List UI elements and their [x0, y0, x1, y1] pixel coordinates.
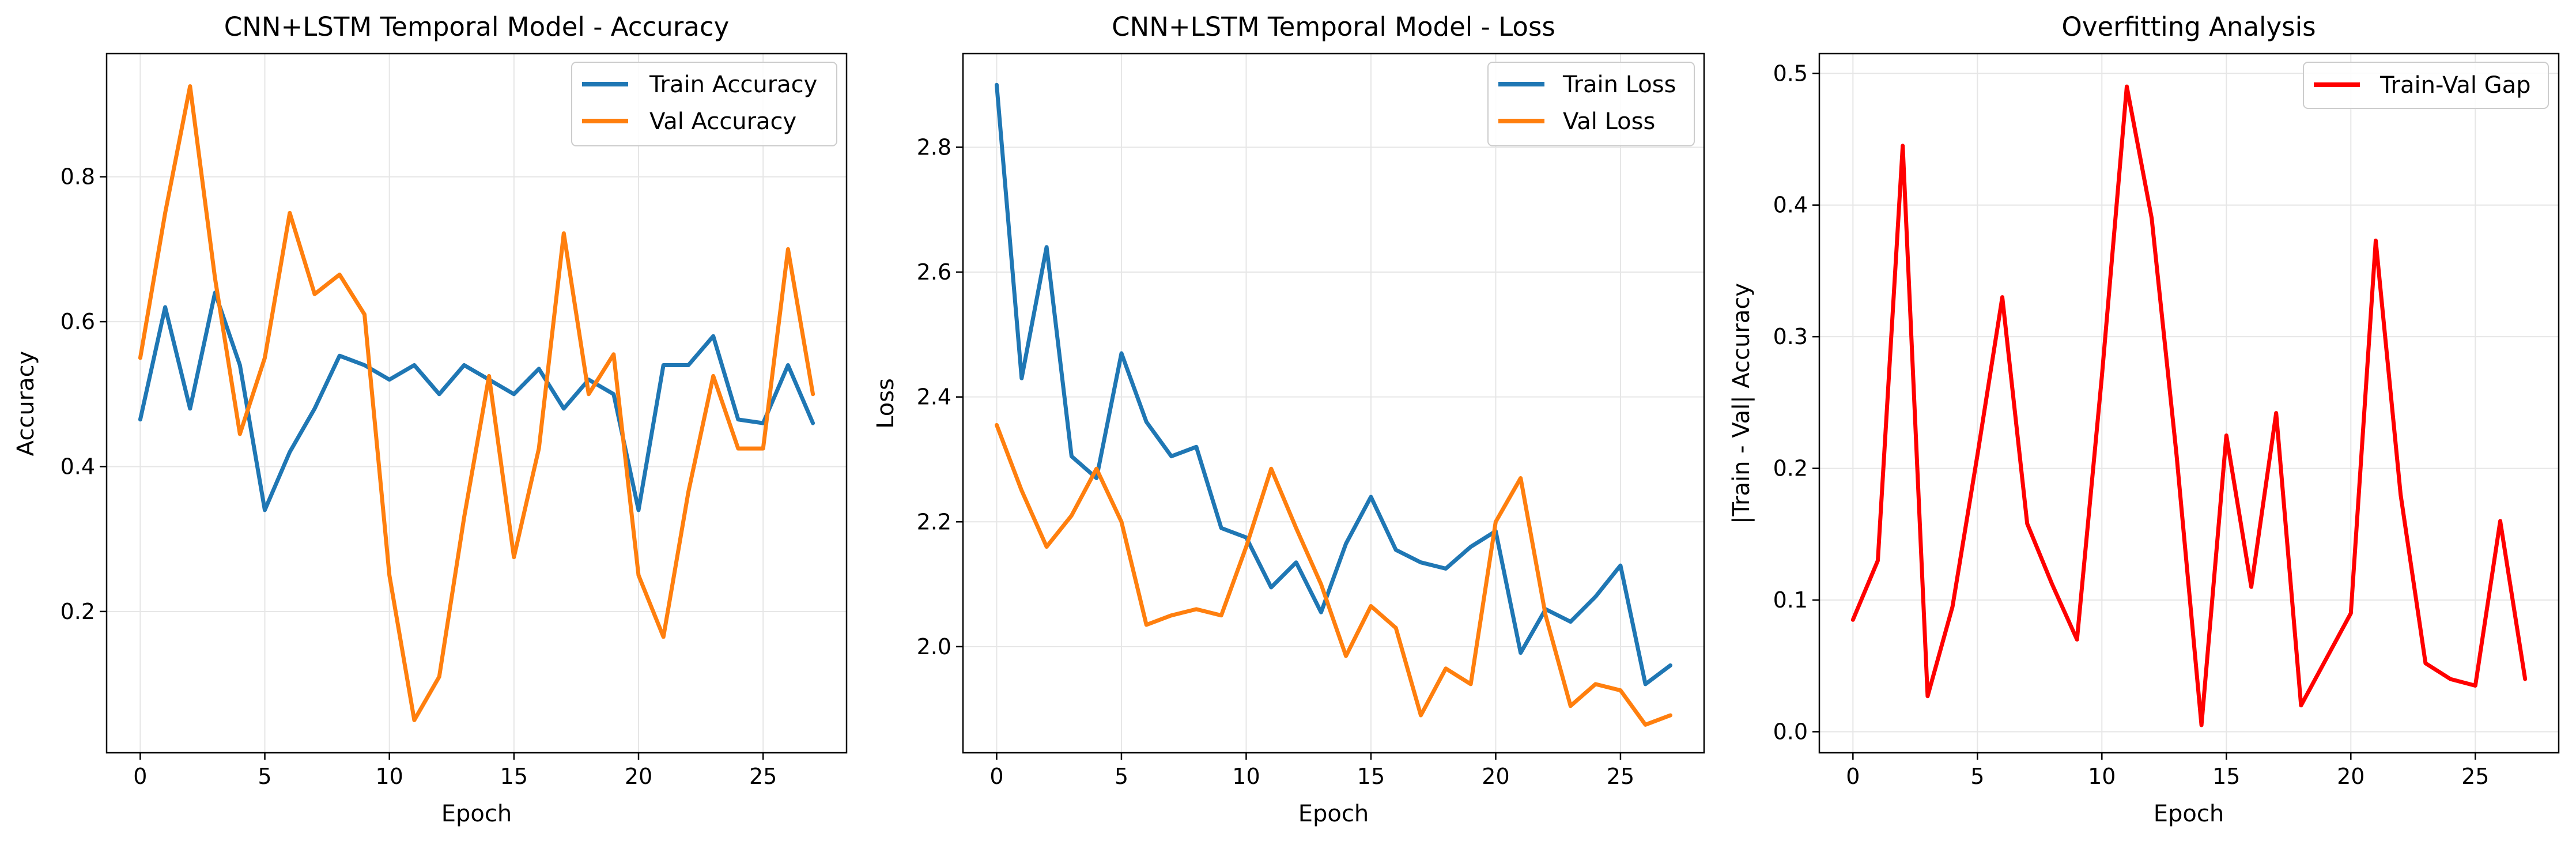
overfitting-x-tick-label: 10 [2088, 764, 2116, 789]
accuracy-legend-box [571, 62, 837, 146]
loss-y-tick-label: 2.8 [917, 134, 951, 160]
accuracy-x-tick-label: 0 [133, 764, 147, 789]
loss-title: CNN+LSTM Temporal Model - Loss [1112, 12, 1555, 42]
accuracy-plot-frame [105, 52, 848, 754]
loss-x-tick-label: 5 [1115, 764, 1128, 789]
loss-panel: CNN+LSTM Temporal Model - Loss 0 5 10 15 20 2… [872, 12, 1705, 827]
loss-legend-label-val: Val Loss [1563, 108, 1655, 135]
loss-x-tick-label: 0 [989, 764, 1003, 789]
accuracy-title: CNN+LSTM Temporal Model - Accuracy [224, 12, 729, 42]
overfitting-y-axis-label: |Train - Val| Accuracy [1728, 283, 1755, 524]
overfitting-title: Overfitting Analysis [2061, 12, 2316, 42]
loss-series-train-loss-line [995, 82, 1672, 686]
accuracy-x-tick-label: 10 [376, 764, 403, 789]
accuracy-x-tick-label: 25 [749, 764, 777, 789]
overfitting-legend-box [2303, 62, 2549, 109]
overfitting-x-tick-label: 15 [2212, 764, 2240, 789]
loss-x-tick-label: 10 [1232, 764, 1260, 789]
loss-x-tick-label: 25 [1607, 764, 1634, 789]
overfitting-legend: Train-Val Gap [2303, 62, 2549, 109]
loss-x-tick-label: 20 [1482, 764, 1509, 789]
accuracy-y-tick-label: 0.2 [61, 599, 95, 624]
accuracy-legend-label-train: Train Accuracy [649, 71, 817, 98]
accuracy-x-tick-label: 5 [258, 764, 271, 789]
overfitting-y-tick-label: 0.1 [1773, 587, 1808, 613]
overfitting-plot-frame [1818, 52, 2560, 754]
accuracy-y-axis-label: Accuracy [13, 351, 39, 457]
loss-y-tick-label: 2.2 [917, 509, 951, 534]
loss-x-tick-label: 15 [1357, 764, 1385, 789]
accuracy-series-train-accuracy-line [138, 291, 815, 512]
accuracy-legend-label-val: Val Accuracy [649, 108, 796, 135]
overfitting-x-tick-label: 20 [2337, 764, 2365, 789]
accuracy-legend: Train Accuracy Val Accuracy [571, 62, 837, 146]
overfitting-legend-label-gap: Train-Val Gap [2379, 72, 2531, 99]
loss-y-axis-label: Loss [872, 378, 899, 429]
accuracy-x-tick-label: 20 [625, 764, 652, 789]
loss-y-tick-label: 2.4 [917, 384, 951, 410]
overfitting-y-tick-label: 0.4 [1773, 193, 1808, 218]
overfitting-x-tick-label: 5 [1970, 764, 1984, 789]
loss-plot-frame [962, 52, 1705, 754]
accuracy-series-val-accuracy-line [138, 84, 815, 722]
overfitting-y-tick-label: 0.5 [1773, 61, 1808, 86]
overfitting-y-tick-label: 0.2 [1773, 456, 1808, 481]
loss-legend: Train Loss Val Loss [1487, 62, 1695, 146]
accuracy-x-tick-label: 15 [500, 764, 528, 789]
accuracy-y-tick-label: 0.8 [61, 164, 95, 190]
loss-x-axis-label: Epoch [1298, 801, 1369, 827]
accuracy-panel: CNN+LSTM Temporal Model - Accuracy 0 5 10 1… [13, 12, 848, 827]
accuracy-y-tick-label: 0.4 [61, 454, 95, 479]
overfitting-panel: Overfitting Analysis 0 5 10 15 20 25 0.0 0.1 0.2… [1728, 12, 2560, 827]
overfitting-series-train-val-gap-line [1850, 84, 2528, 727]
overfitting-x-tick-label: 25 [2461, 764, 2489, 789]
loss-y-tick-label: 2.0 [917, 634, 951, 659]
overfitting-x-axis-label: Epoch [2154, 801, 2224, 827]
loss-y-tick-label: 2.6 [917, 259, 951, 285]
loss-series-val-loss-line [995, 423, 1672, 727]
accuracy-y-tick-label: 0.6 [61, 309, 95, 334]
overfitting-y-tick-label: 0.3 [1773, 324, 1808, 349]
overfitting-x-tick-label: 0 [1846, 764, 1860, 789]
overfitting-y-tick-label: 0.0 [1773, 719, 1808, 744]
loss-legend-label-train: Train Loss [1562, 71, 1676, 98]
accuracy-x-axis-label: Epoch [441, 801, 512, 827]
